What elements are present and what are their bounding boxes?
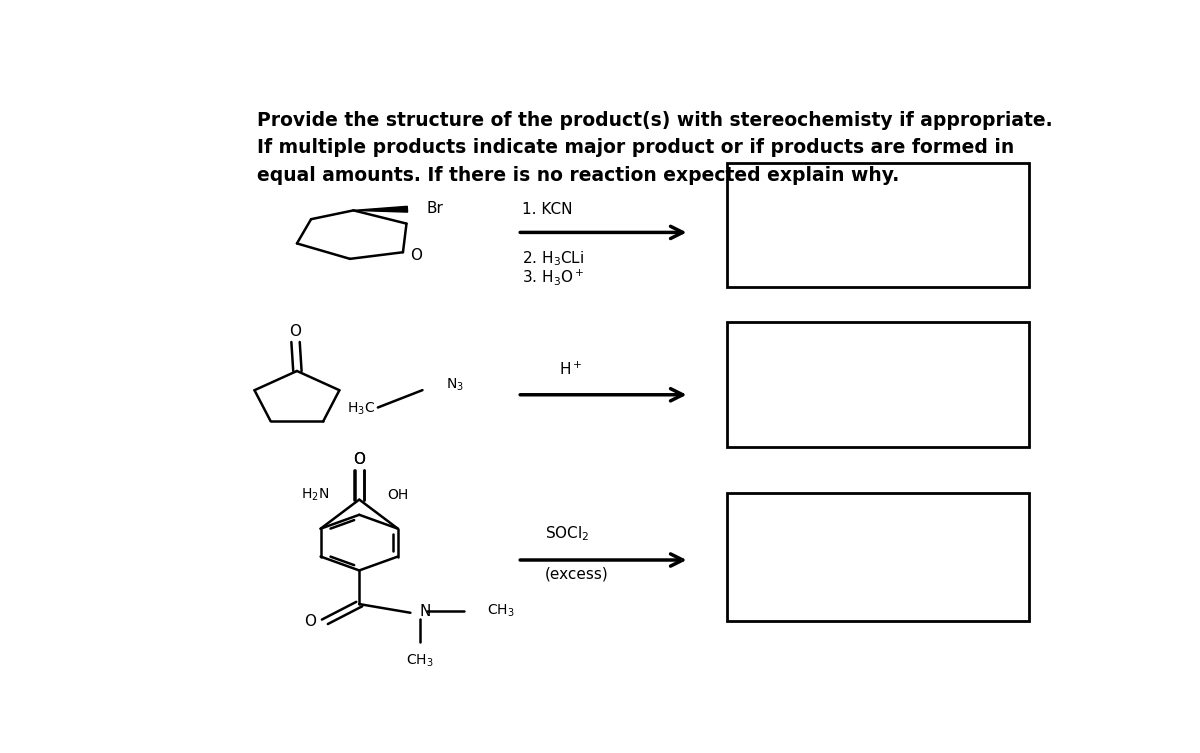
Text: H$_3$C: H$_3$C (347, 401, 376, 417)
Text: N$_3$: N$_3$ (445, 376, 463, 392)
Bar (727, 493, 1028, 621)
Text: SOCl$_2$: SOCl$_2$ (545, 524, 589, 543)
Text: O: O (353, 452, 365, 467)
Text: equal amounts. If there is no reaction expected explain why.: equal amounts. If there is no reaction e… (257, 166, 899, 185)
Text: OH: OH (388, 488, 408, 502)
Text: CH$_3$: CH$_3$ (406, 652, 433, 669)
Text: H$_2$N: H$_2$N (301, 487, 330, 503)
Text: O: O (289, 324, 301, 339)
Text: 1. KCN: 1. KCN (522, 202, 572, 217)
Text: CH$_3$: CH$_3$ (487, 603, 515, 619)
Text: O: O (353, 452, 365, 467)
Text: If multiple products indicate major product or if products are formed in: If multiple products indicate major prod… (257, 139, 1014, 157)
Text: H$^+$: H$^+$ (559, 361, 583, 378)
Text: O: O (304, 614, 316, 630)
Text: Provide the structure of the product(s) with stereochemisty if appropriate.: Provide the structure of the product(s) … (257, 111, 1052, 130)
Bar (727, 322, 1028, 447)
Text: O: O (410, 248, 422, 263)
Text: 2. H$_3$CLi: 2. H$_3$CLi (522, 249, 584, 268)
Text: N: N (420, 603, 431, 618)
Polygon shape (354, 206, 408, 212)
Text: 3. H$_3$O$^+$: 3. H$_3$O$^+$ (522, 267, 584, 287)
Text: Br: Br (426, 200, 443, 215)
Text: (excess): (excess) (545, 567, 610, 582)
Bar (727, 163, 1028, 288)
